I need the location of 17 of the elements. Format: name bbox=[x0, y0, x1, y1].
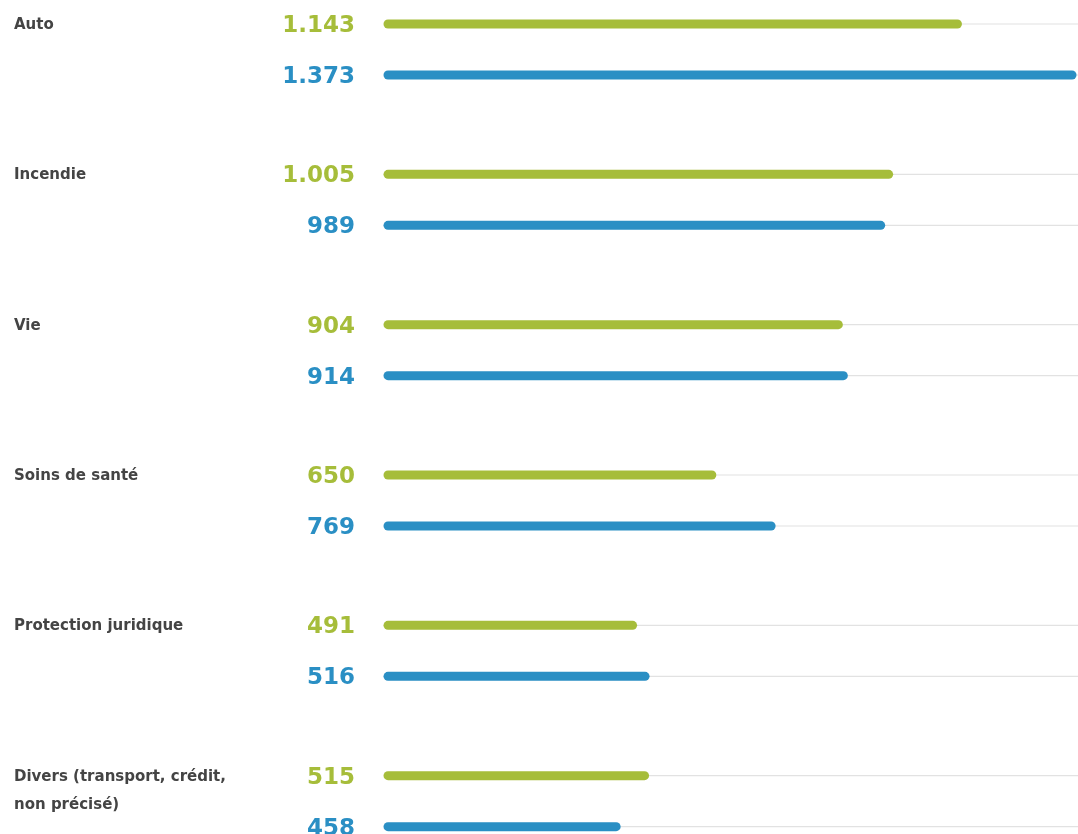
y-tick-label: Protection juridique bbox=[14, 616, 184, 635]
data-label: 914 bbox=[306, 362, 355, 389]
data-label: 650 bbox=[306, 462, 355, 488]
data-label: 491 bbox=[306, 612, 355, 639]
data-label: 769 bbox=[306, 513, 355, 539]
y-tick-label: Vie bbox=[14, 315, 41, 334]
y-tick-label: Auto bbox=[14, 15, 54, 33]
data-label: 516 bbox=[306, 663, 355, 690]
data-label: 904 bbox=[306, 311, 355, 338]
data-label: 989 bbox=[306, 212, 355, 239]
data-label: 1.005 bbox=[282, 161, 355, 188]
y-tick-label: Incendie bbox=[14, 165, 87, 184]
y-tick-label: Soins de santé bbox=[14, 466, 139, 484]
y-tick-label: Divers (transport, crédit, non précisé) bbox=[14, 766, 226, 813]
data-label: 1.143 bbox=[282, 11, 355, 37]
data-label: 1.373 bbox=[282, 62, 355, 88]
data-label: 515 bbox=[306, 762, 355, 789]
